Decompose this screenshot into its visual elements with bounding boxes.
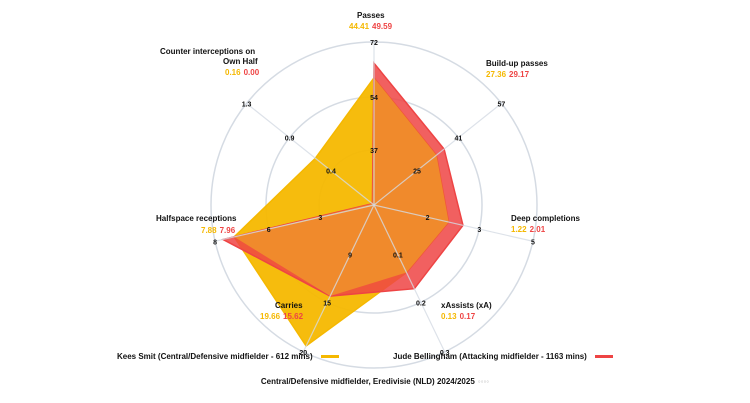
radar-spokes bbox=[214, 42, 534, 353]
legend-label-player2: Jude Bellingham (Attacking midfielder - … bbox=[393, 352, 587, 361]
tick-label: 0.1 bbox=[393, 253, 403, 260]
value-player1: 7.88 bbox=[201, 226, 217, 235]
radar-tick-labels: 37 54 72 25 41 57 2 3 5 0.1 0.2 0.3 9 15 20 3 6 8 0.4 0.9 1.… bbox=[213, 40, 535, 357]
axis-values-buildup-passes: 27.36 29.17 bbox=[486, 70, 529, 80]
axis-spoke bbox=[214, 204, 375, 242]
tick-label: 9 bbox=[348, 253, 352, 260]
chart-caption: Central/Defensive midfielder, Eredivisie… bbox=[0, 377, 750, 386]
value-player1: 0.16 bbox=[225, 68, 241, 77]
tick-label: 2 bbox=[426, 215, 430, 222]
tick-label: 3 bbox=[318, 215, 322, 222]
legend-label-player1: Kees Smit (Central/Defensive midfielder … bbox=[117, 352, 313, 361]
tick-label: 25 bbox=[413, 169, 421, 176]
axis-values-xassists: 0.13 0.17 bbox=[441, 312, 475, 322]
value-player1: 1.22 bbox=[511, 225, 527, 234]
axis-spoke bbox=[246, 102, 375, 206]
axis-values-carries: 19.66 15.62 bbox=[260, 312, 303, 322]
tick-label: 0.9 bbox=[285, 136, 295, 143]
axis-label-counter-interceptions: Counter interceptions on bbox=[160, 47, 256, 56]
tick-label: 5 bbox=[531, 239, 535, 246]
tick-label: 54 bbox=[370, 95, 378, 102]
axis-values-counter-interceptions: 0.16 0.00 bbox=[225, 68, 259, 78]
caption-mark: ◦◦◦◦ bbox=[477, 377, 490, 386]
axis-values-deep-completions: 1.22 2.01 bbox=[511, 225, 545, 235]
caption-text: Central/Defensive midfielder, Eredivisie… bbox=[260, 377, 475, 386]
axis-values-passes: 44.41 49.59 bbox=[349, 22, 392, 32]
axis-label-carries: Carries bbox=[275, 301, 303, 310]
tick-label: 37 bbox=[370, 148, 378, 155]
tick-label: 3 bbox=[477, 227, 481, 234]
value-player1: 44.41 bbox=[349, 22, 370, 31]
axis-label-halfspace-receptions: Halfspace receptions bbox=[156, 214, 237, 223]
axis-label-counter-interceptions-line2: Own Half bbox=[223, 57, 258, 66]
axis-label-xassists: xAssists (xA) bbox=[441, 301, 492, 310]
tick-label: 57 bbox=[498, 101, 506, 108]
legend-item-player2: Jude Bellingham (Attacking midfielder - … bbox=[393, 352, 613, 361]
tick-label: 0.4 bbox=[326, 169, 336, 176]
tick-label: 1.3 bbox=[242, 101, 252, 108]
axis-spoke bbox=[373, 204, 446, 353]
axis-spoke bbox=[373, 204, 534, 242]
axis-spoke bbox=[302, 204, 375, 353]
tick-label: 20 bbox=[299, 350, 307, 357]
value-player2: 0.00 bbox=[243, 68, 260, 77]
value-player2: 49.59 bbox=[372, 22, 393, 31]
value-player2: 7.96 bbox=[219, 226, 236, 235]
axis-label-passes: Passes bbox=[357, 11, 385, 20]
value-player2: 29.17 bbox=[509, 70, 530, 79]
radar-polygons bbox=[220, 61, 464, 348]
axis-values-halfspace-receptions: 7.88 7.96 bbox=[201, 226, 235, 236]
tick-label: 0.3 bbox=[440, 350, 450, 357]
legend-swatch-player1 bbox=[320, 355, 339, 358]
axis-label-buildup-passes: Build-up passes bbox=[486, 59, 548, 68]
axis-label-deep-completions: Deep completions bbox=[511, 214, 580, 223]
legend-swatch-player2 bbox=[594, 355, 613, 358]
value-player1: 0.13 bbox=[441, 312, 457, 321]
tick-label: 8 bbox=[213, 239, 217, 246]
overlap-polygon bbox=[234, 77, 449, 297]
value-player2: 2.01 bbox=[529, 225, 546, 234]
value-player2: 15.62 bbox=[283, 312, 304, 321]
legend-item-player1: Kees Smit (Central/Defensive midfielder … bbox=[117, 352, 339, 361]
value-player2: 0.17 bbox=[459, 312, 476, 321]
tick-label: 72 bbox=[370, 40, 378, 47]
tick-label: 41 bbox=[455, 136, 463, 143]
value-player1: 19.66 bbox=[260, 312, 281, 321]
tick-label: 15 bbox=[323, 300, 331, 307]
tick-label: 0.2 bbox=[416, 300, 426, 307]
tick-label: 6 bbox=[267, 227, 271, 234]
value-player1: 27.36 bbox=[486, 70, 507, 79]
axis-spoke bbox=[373, 102, 502, 206]
